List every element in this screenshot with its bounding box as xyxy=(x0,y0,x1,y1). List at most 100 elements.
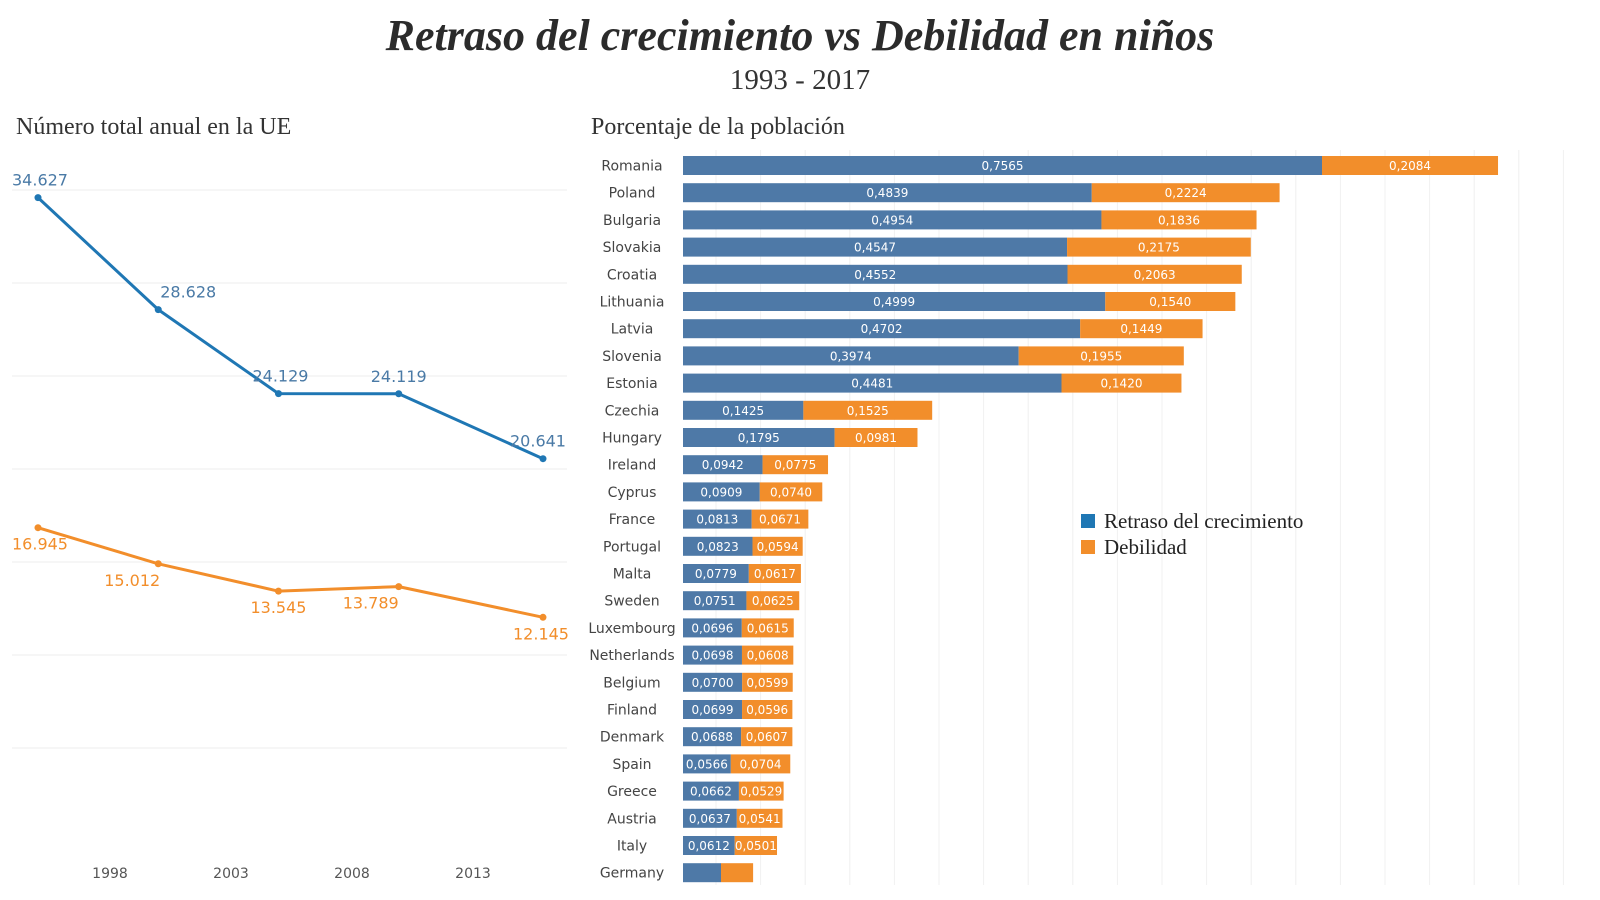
bar-segment-wasting xyxy=(1080,319,1203,339)
bar-segment-stunting xyxy=(683,156,1322,175)
data-label-wasting: 13.545 xyxy=(250,598,306,617)
bar-label-stunting: 0,0823 xyxy=(697,540,739,554)
category-label: Hungary xyxy=(602,431,662,447)
page-title: Retraso del crecimiento vs Debilidad en … xyxy=(385,11,1215,60)
bar-label-wasting: 0,1540 xyxy=(1149,295,1191,309)
category-label: Germany xyxy=(600,866,664,882)
bar-segment-stunting xyxy=(683,183,1092,203)
bar-label-stunting: 0,0699 xyxy=(692,703,734,717)
bar-label-stunting: 0,0909 xyxy=(700,485,742,499)
bar-segment-stunting xyxy=(683,346,1019,366)
category-label: Denmark xyxy=(600,730,665,746)
bar-segment-wasting xyxy=(746,591,800,611)
legend-swatch-wasting xyxy=(1081,540,1095,554)
category-label: Romania xyxy=(601,159,662,175)
data-label-stunting: 34.627 xyxy=(12,171,68,190)
bar-label-wasting: 0,0615 xyxy=(747,621,789,635)
data-point-stunting xyxy=(539,455,547,463)
bar-label-wasting: 0,1420 xyxy=(1100,377,1142,391)
line-chart-title: Número total anual en la UE xyxy=(16,114,292,140)
bar-label-wasting: 0,0529 xyxy=(740,785,782,799)
bar-chart-title: Porcentaje de la población xyxy=(591,114,845,140)
bar-segment-stunting xyxy=(683,428,835,447)
data-point-wasting xyxy=(34,524,42,532)
bar-segment-wasting xyxy=(803,400,933,420)
bar-label-wasting: 0,0625 xyxy=(752,594,794,608)
x-tick-label: 2013 xyxy=(455,866,491,882)
bar-label-stunting: 0,1425 xyxy=(722,404,764,418)
bar-label-wasting: 0,0740 xyxy=(770,485,812,499)
data-label-stunting: 24.119 xyxy=(371,367,427,386)
data-point-wasting xyxy=(274,587,282,595)
data-point-wasting xyxy=(154,560,162,568)
bar-label-stunting: 0,0698 xyxy=(691,649,733,663)
bar-segment-stunting xyxy=(683,264,1068,284)
bar-segment-wasting xyxy=(834,428,918,447)
category-label: Estonia xyxy=(606,376,658,392)
category-label: Slovenia xyxy=(602,349,662,365)
bar-label-stunting: 0,1795 xyxy=(738,431,780,445)
bar-label-stunting: 0,0700 xyxy=(692,676,734,690)
bar-segment-wasting xyxy=(730,754,791,774)
bar-segment-wasting xyxy=(752,536,803,556)
bar-segment-stunting xyxy=(683,536,753,556)
bar-label-stunting: 0,0696 xyxy=(691,621,733,635)
bar-segment-wasting xyxy=(1067,264,1242,284)
bar-segment-stunting xyxy=(683,618,742,638)
bar-segment-stunting xyxy=(683,727,742,747)
bar-label-wasting: 0,2063 xyxy=(1134,268,1176,282)
bar-segment-stunting xyxy=(683,482,760,502)
bar-segment-wasting xyxy=(1101,210,1257,230)
data-label-wasting: 13.789 xyxy=(343,594,399,613)
bar-segment-stunting xyxy=(683,455,763,475)
legend-label-stunting: Retraso del crecimiento xyxy=(1104,509,1303,533)
data-label-stunting: 20.641 xyxy=(510,432,566,451)
category-label: Cyprus xyxy=(608,485,657,501)
bar-label-wasting: 0,2084 xyxy=(1389,159,1431,173)
bar-label-wasting: 0,2224 xyxy=(1165,186,1207,200)
bar-label-stunting: 0,0751 xyxy=(694,594,736,608)
category-label: Malta xyxy=(613,567,652,583)
data-point-wasting xyxy=(539,613,547,621)
bar-label-wasting: 0,0671 xyxy=(759,513,801,527)
bar-segment-stunting xyxy=(683,292,1106,311)
bar-label-wasting: 0,1836 xyxy=(1158,213,1200,227)
bar-segment-wasting xyxy=(1067,237,1251,257)
legend-swatch-stunting xyxy=(1081,514,1095,528)
category-label: Bulgaria xyxy=(603,213,661,229)
bar-label-stunting: 0,0688 xyxy=(691,730,733,744)
bar-label-stunting: 0,0566 xyxy=(686,757,728,771)
data-label-stunting: 28.628 xyxy=(160,283,216,302)
bar-label-stunting: 0,0779 xyxy=(695,567,737,581)
bar-label-stunting: 0,4839 xyxy=(866,186,908,200)
bar-segment-stunting xyxy=(683,373,1062,393)
bar-label-wasting: 0,1955 xyxy=(1080,349,1122,363)
bar-segment-stunting xyxy=(683,564,749,583)
bar-segment-stunting xyxy=(683,836,735,855)
data-point-stunting xyxy=(395,390,403,398)
bar-segment-wasting xyxy=(748,564,801,583)
bar-label-wasting: 0,0704 xyxy=(740,757,782,771)
bar-segment-wasting xyxy=(1018,346,1184,366)
x-tick-label: 1998 xyxy=(92,866,128,882)
bar-segment-wasting xyxy=(751,509,809,529)
bar-segment-wasting xyxy=(1105,292,1236,311)
x-tick-label: 2008 xyxy=(334,866,370,882)
category-label: Portugal xyxy=(603,539,661,555)
category-label: Luxembourg xyxy=(588,621,675,637)
bar-label-stunting: 0,3974 xyxy=(830,349,872,363)
category-label: Latvia xyxy=(611,322,654,338)
bar-label-wasting: 0,0596 xyxy=(746,703,788,717)
bar-segment-stunting xyxy=(683,509,752,529)
bar-segment-wasting xyxy=(738,781,784,801)
category-label: Slovakia xyxy=(603,240,662,256)
bar-segment-wasting xyxy=(1091,183,1280,203)
bar-label-wasting: 0,0775 xyxy=(774,458,816,472)
category-label: Italy xyxy=(617,839,647,855)
data-label-wasting: 15.012 xyxy=(104,571,160,590)
category-label: Spain xyxy=(612,757,651,773)
bar-label-stunting: 0,4547 xyxy=(854,241,896,255)
bar-segment-wasting xyxy=(741,727,793,747)
bar-label-stunting: 0,0612 xyxy=(688,839,730,853)
